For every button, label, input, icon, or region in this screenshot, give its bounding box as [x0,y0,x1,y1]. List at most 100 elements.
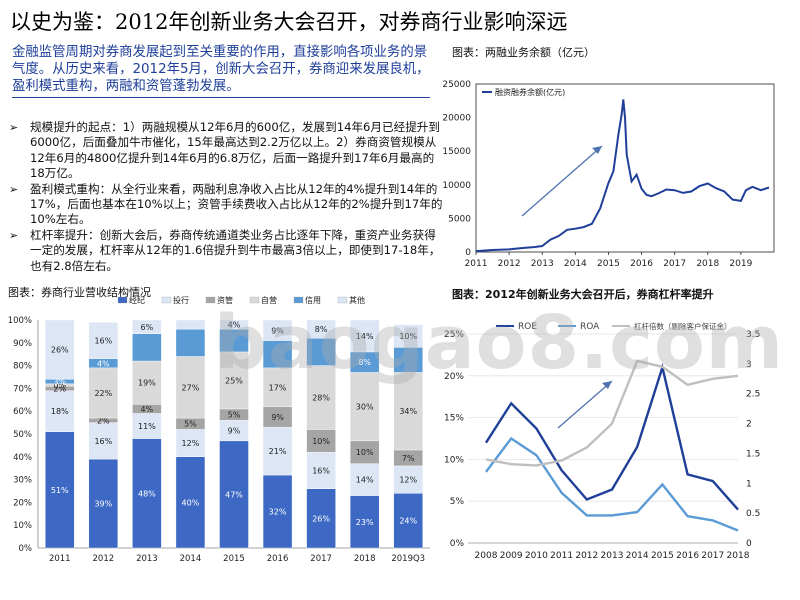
y-right-tick-label: 0 [746,539,752,549]
bar-segment-经纪 [262,474,293,549]
data-label: 12% [182,439,200,448]
margin-balance-chart: 0 5000 10000 15000 20000 25000 2011 2012 2013 201… [442,80,775,269]
y-tick-label: 5000 [448,214,471,224]
bar-segment-其他 [262,319,293,341]
x-tick-label: 2017 [310,554,332,564]
x-tick-label: 2012 [575,551,598,561]
intro-underline [12,97,430,98]
data-label: 4% [97,359,110,368]
data-label: 9% [271,413,284,422]
bar-segment-信用 [393,347,423,373]
x-tick-label: 2012 [93,554,115,564]
bar-segment-自营 [132,360,162,405]
bar-segment-经纪 [175,456,206,549]
data-label: 16% [312,466,330,475]
data-label: 39% [94,500,112,509]
data-label: 2% [97,416,110,425]
y-right-tick-label: 1 [746,479,752,489]
data-label: 40% [182,498,200,507]
legend-swatch [293,296,304,304]
data-label: 47% [225,490,243,499]
bar-segment-投行 [132,413,162,439]
y-left-tick-label: 20% [444,372,464,382]
x-tick-label: 2011 [49,554,71,564]
data-label: 16% [94,337,112,346]
y-right-tick-label: 3 [746,360,752,370]
x-tick-label: 2019 [729,259,752,269]
bar-segment-其他 [88,322,119,359]
data-label: 10% [356,448,374,457]
margin-chart-caption: 图表：两融业务余额（亿元） [452,46,595,59]
y-tick-label: 0 [465,248,471,258]
bar-segment-其他 [349,319,380,353]
bar-segment-经纪 [219,440,249,549]
bullet-text: 规模提升的起点：1）两融规模从12年6月的600亿，发展到14年6月已经提升到6… [30,120,440,181]
x-tick-label: 2014 [180,554,202,564]
data-label: 4% [228,321,241,330]
data-label: 48% [138,489,156,498]
bar-segment-其他 [306,319,336,339]
x-tick-label: 2017 [663,259,686,269]
x-tick-label: 2016 [630,259,653,269]
data-label: 27% [182,383,200,392]
bar-segment-经纪 [88,458,119,549]
bar-segment-自营 [262,367,293,407]
data-label: 22% [94,389,112,398]
bar-segment-其他 [219,319,249,330]
y-tick-label: 60% [13,407,32,417]
leverage-chart-caption: 图表：2012年创新业务大会召开后，券商杠杆率提升 [452,288,714,301]
bar-segment-投行 [349,463,380,496]
y-tick-label: 30% [13,476,32,486]
data-label: 4% [141,405,154,414]
y-right-tick-label: 0.5 [746,509,760,519]
bar-segment-信用 [262,340,293,369]
data-label: 14% [356,332,374,341]
data-label: 18% [51,407,69,416]
x-tick-label: 2008 [475,551,498,561]
data-label: 24% [399,517,417,526]
bar-segment-经纪 [306,488,336,549]
bar-segment-其他 [175,319,206,330]
data-label: 16% [94,437,112,446]
x-tick-label: 2018 [696,259,719,269]
y-tick-label: 50% [13,430,32,440]
x-tick-label: 2015 [597,259,620,269]
data-label: 9% [228,427,241,436]
bar-segment-信用 [219,328,249,353]
y-tick-label: 15000 [442,147,471,157]
data-label: 32% [269,508,287,517]
y-tick-label: 20% [13,498,32,508]
y-tick-label: 90% [13,339,32,349]
data-label: 23% [356,518,374,527]
bar-segment-自营 [88,367,119,419]
bar-segment-信用 [306,338,336,366]
x-tick-label: 2013 [136,554,158,564]
y-left-tick-label: 25% [444,330,464,340]
y-left-tick-label: 0% [450,539,465,549]
legend-label: ROE [518,322,537,332]
y-left-tick-label: 5% [450,497,465,507]
x-tick-label: 2016 [267,554,289,564]
x-tick-label: 2010 [525,551,548,561]
trend-arrow [521,145,603,217]
bar-segment-自营 [306,365,336,430]
x-tick-label: 2019Q3 [391,554,425,564]
x-tick-label: 2018 [727,551,750,561]
bar-segment-投行 [393,465,423,494]
series-line-ROE [484,362,739,511]
y-left-tick-label: 15% [444,414,464,424]
bullet-item: ➢ 杠杆率提升：创新大会后，券商传统通道类业务占比逐年下降，重资产业务获得一定的… [8,228,444,274]
y-tick-label: 100% [8,316,32,326]
data-label: 34% [399,407,417,416]
data-label: 2% [53,384,66,393]
legend-swatch [249,296,260,304]
x-tick-label: 2009 [500,551,523,561]
legend-label: 杠杆倍数（剔除客户保证金） [634,321,732,331]
legend-label: 其他 [349,295,365,305]
y-right-tick-label: 3.5 [746,330,760,340]
y-tick-label: 40% [13,453,32,463]
revenue-structure-chart: 0% 10% 20% 30% 40% 50% 60% 70% 80% 90% 100% 经纪 投行 资管 自… [8,295,430,564]
legend-label: 投行 [173,295,189,305]
bar-segment-自营 [175,356,206,419]
legend-swatch [337,296,348,304]
